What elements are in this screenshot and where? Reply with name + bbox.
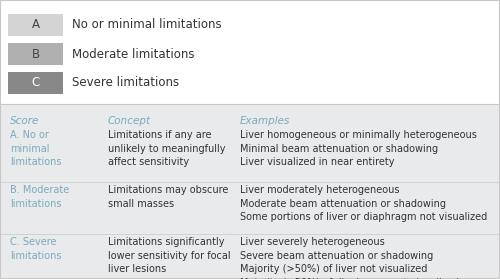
Text: Liver severely heterogeneous
Severe beam attenuation or shadowing
Majority (>50%: Liver severely heterogeneous Severe beam…	[240, 237, 459, 279]
Text: Liver homogeneous or minimally heterogeneous
Minimal beam attenuation or shadowi: Liver homogeneous or minimally heterogen…	[240, 130, 477, 167]
Text: C. Severe
limitations: C. Severe limitations	[10, 237, 62, 261]
Text: Limitations may obscure
small masses: Limitations may obscure small masses	[108, 185, 228, 209]
Text: Moderate limitations: Moderate limitations	[72, 47, 194, 61]
Text: Limitations significantly
lower sensitivity for focal
liver lesions: Limitations significantly lower sensitiv…	[108, 237, 230, 274]
Text: Examples: Examples	[240, 116, 290, 126]
Bar	[8, 43, 63, 65]
Text: C: C	[32, 76, 40, 90]
Bar	[0, 0, 500, 104]
Text: Score: Score	[10, 116, 40, 126]
Bar	[0, 104, 500, 279]
Text: Severe limitations: Severe limitations	[72, 76, 179, 90]
Text: B: B	[32, 47, 40, 61]
Bar	[8, 14, 63, 36]
Text: No or minimal limitations: No or minimal limitations	[72, 18, 222, 32]
Text: Liver moderately heterogeneous
Moderate beam attenuation or shadowing
Some porti: Liver moderately heterogeneous Moderate …	[240, 185, 487, 222]
Text: A. No or
minimal
limitations: A. No or minimal limitations	[10, 130, 62, 167]
Text: A: A	[32, 18, 40, 32]
Bar	[8, 72, 63, 94]
Text: Limitations if any are
unlikely to meaningfully
affect sensitivity: Limitations if any are unlikely to meani…	[108, 130, 226, 167]
Text: Concept: Concept	[108, 116, 151, 126]
Text: B. Moderate
limitations: B. Moderate limitations	[10, 185, 69, 209]
